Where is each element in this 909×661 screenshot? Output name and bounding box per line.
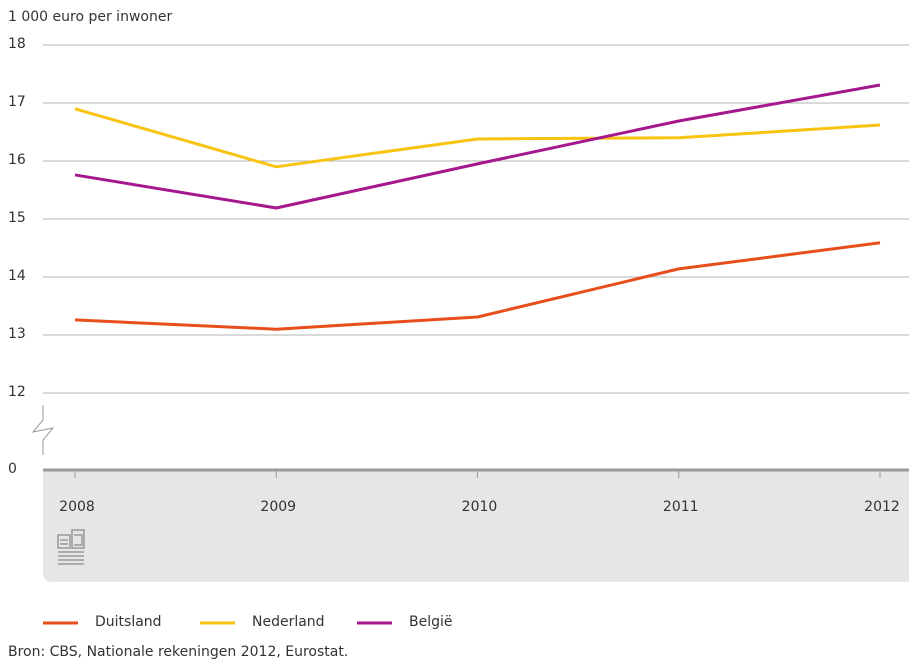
x-tick-label: 2011	[663, 499, 699, 515]
y-axis-label: 1 000 euro per inwoner	[8, 9, 172, 25]
y-tick-label: 15	[8, 210, 26, 226]
legend-label: Duitsland	[95, 614, 162, 630]
legend-label: Nederland	[252, 614, 325, 630]
y-tick-label: 16	[8, 152, 26, 168]
source-note: Bron: CBS, Nationale rekeningen 2012, Eu…	[8, 644, 348, 660]
x-tick-label: 2010	[462, 499, 498, 515]
y-tick-label: 13	[8, 326, 26, 342]
legend-label: België	[409, 614, 453, 630]
axis-panel	[43, 470, 909, 582]
y-tick-label: 0	[8, 461, 17, 477]
x-tick-label: 2012	[864, 499, 900, 515]
cbs-logo	[57, 529, 85, 565]
x-tick-label: 2008	[59, 499, 95, 515]
series-line	[74, 83, 881, 210]
series-line	[74, 107, 881, 169]
y-tick-label: 14	[8, 268, 26, 284]
y-tick-label: 12	[8, 384, 26, 400]
series-line	[74, 241, 881, 331]
y-tick-label: 17	[8, 94, 26, 110]
y-tick-label: 18	[8, 36, 26, 52]
axis-break	[31, 405, 55, 455]
x-tick-label: 2009	[260, 499, 296, 515]
